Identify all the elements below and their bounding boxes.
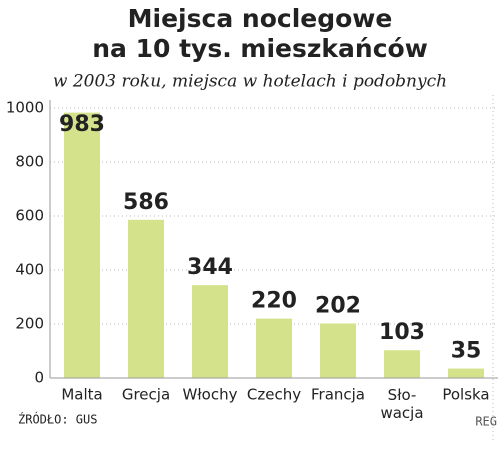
value-label: 586 <box>123 190 169 215</box>
x-tick-label: Czechy <box>247 386 301 404</box>
x-tick-label: Polska <box>442 386 489 404</box>
value-label: 220 <box>251 289 297 314</box>
value-label: 35 <box>451 339 482 364</box>
bar <box>64 112 100 378</box>
value-label: 202 <box>315 293 361 318</box>
value-label: 103 <box>379 320 425 345</box>
bar <box>448 368 484 378</box>
chart-title: na 10 tys. mieszkańców <box>92 34 428 63</box>
x-tick-label: Włochy <box>183 386 238 404</box>
y-tick-label: 0 <box>34 369 44 387</box>
chart-subtitle: w 2003 roku, miejsca w hotelach i podobn… <box>53 72 447 92</box>
credit: REG <box>475 415 497 429</box>
bar <box>192 285 228 378</box>
x-tick-label: Francja <box>311 386 365 404</box>
y-tick-label: 600 <box>15 207 44 225</box>
x-tick-label: Malta <box>61 386 102 404</box>
y-tick-label: 200 <box>15 315 44 333</box>
chart-title: Miejsca noclegowe <box>128 4 393 33</box>
bar <box>320 323 356 378</box>
bar <box>128 219 164 378</box>
bar <box>384 350 420 378</box>
y-tick-label: 400 <box>15 261 44 279</box>
value-label: 344 <box>187 255 233 280</box>
x-tick-label: Sło-wacja <box>380 386 423 422</box>
x-tick-label: Grecja <box>122 386 170 404</box>
y-tick-label: 800 <box>15 153 44 171</box>
source: ŹRÓDŁO: GUS <box>18 412 97 427</box>
value-label: 983 <box>59 112 105 137</box>
y-tick-label: 1000 <box>6 99 44 117</box>
bar <box>256 318 292 378</box>
